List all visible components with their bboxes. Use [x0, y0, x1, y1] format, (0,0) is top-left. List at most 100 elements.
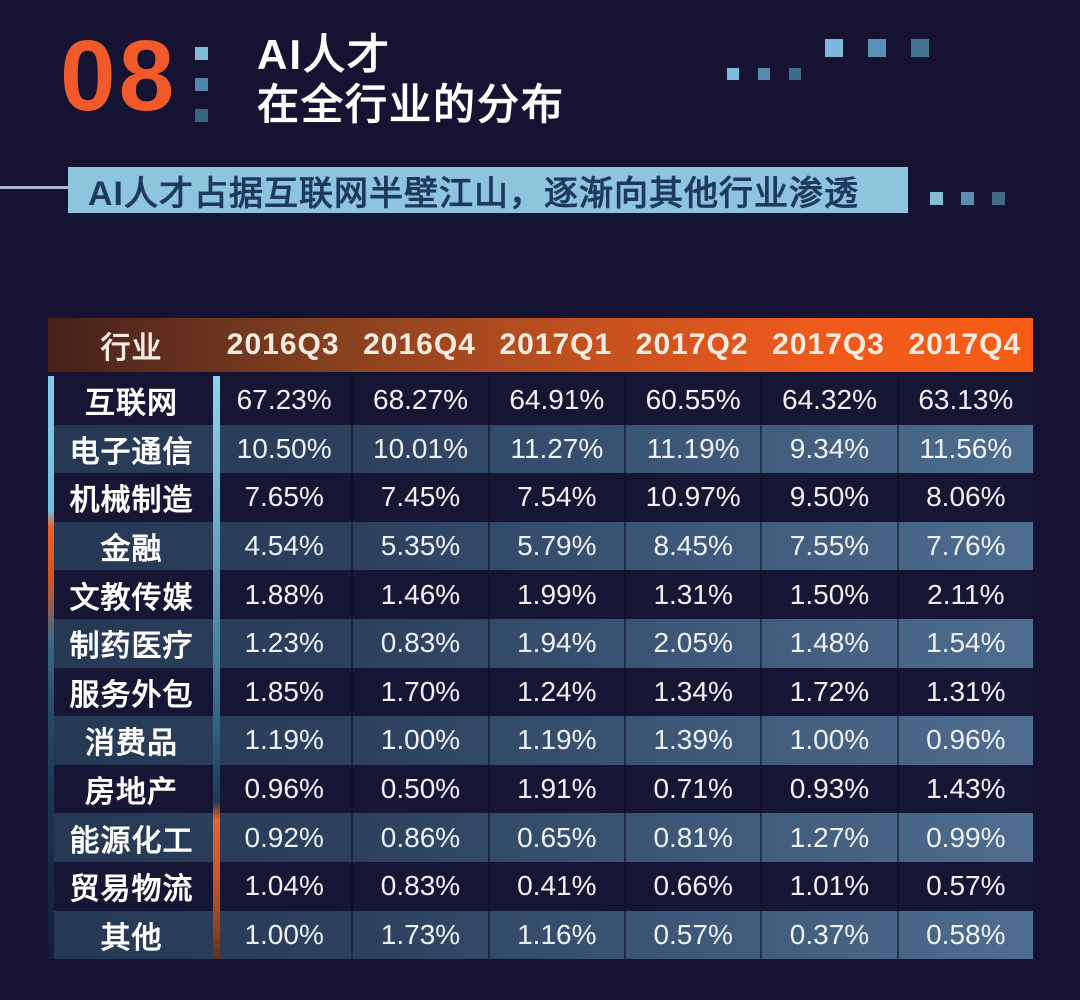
value-cell: 2.05%	[623, 618, 760, 668]
value-cell: 1.73%	[351, 910, 487, 960]
value-cell: 0.58%	[896, 910, 1033, 960]
value-cell: 1.48%	[760, 618, 896, 668]
industry-label: 电子通信	[69, 435, 194, 469]
deco-square	[758, 68, 770, 80]
value-cell: 0.50%	[351, 764, 487, 814]
value-cell: 1.34%	[623, 667, 760, 717]
subtitle-banner: AI人才占据互联网半壁江山，逐渐向其他行业渗透	[68, 167, 908, 213]
value-cell: 0.81%	[623, 813, 760, 862]
deco-square	[727, 68, 739, 80]
industry-label: 服务外包	[69, 678, 194, 712]
value-cell: 0.93%	[760, 764, 896, 814]
table-row: 消费品 1.19% 1.00% 1.19% 1.39% 1.00% 0.96%	[48, 716, 1033, 765]
value-cell: 0.92%	[215, 813, 351, 862]
value-cell: 1.16%	[487, 910, 624, 960]
deco-square	[868, 39, 886, 57]
value-cell: 9.50%	[760, 473, 896, 522]
value-cell: 1.00%	[351, 716, 487, 765]
value-cell: 1.04%	[215, 861, 351, 911]
value-cell: 1.19%	[487, 716, 624, 765]
value-cell: 11.56%	[896, 424, 1033, 474]
value-cell: 1.31%	[623, 570, 760, 619]
value-cell: 60.55%	[623, 376, 760, 425]
value-cell: 0.57%	[623, 910, 760, 960]
value-cell: 1.72%	[760, 667, 896, 717]
deco-square	[789, 68, 801, 80]
deco-square	[911, 39, 929, 57]
value-cell: 7.45%	[351, 473, 487, 522]
value-cell: 11.27%	[487, 424, 624, 474]
table-row: 能源化工 0.92% 0.86% 0.65% 0.81% 1.27% 0.99%	[48, 813, 1033, 862]
column-header-2017q2: 2017Q2	[635, 328, 749, 361]
value-cell: 7.55%	[760, 521, 896, 571]
industry-label: 贸易物流	[69, 873, 194, 907]
value-cell: 10.97%	[623, 473, 760, 522]
value-cell: 8.06%	[896, 473, 1033, 522]
colon-squares-decoration	[195, 47, 208, 122]
industry-label: 消费品	[85, 727, 178, 761]
industry-label: 互联网	[85, 387, 178, 421]
value-cell: 0.86%	[351, 813, 487, 862]
value-cell: 1.31%	[896, 667, 1033, 717]
section-number: 08	[60, 20, 178, 132]
value-cell: 1.43%	[896, 764, 1033, 814]
value-cell: 5.79%	[487, 521, 624, 571]
deco-squares-banner-right	[930, 192, 1005, 205]
table-row: 制药医疗 1.23% 0.83% 1.94% 2.05% 1.48% 1.54%	[48, 618, 1033, 668]
column-header-2017q3: 2017Q3	[772, 328, 885, 361]
value-cell: 10.01%	[351, 424, 487, 474]
deco-square	[195, 47, 208, 60]
value-cell: 1.24%	[487, 667, 624, 717]
table-row: 机械制造 7.65% 7.45% 7.54% 10.97% 9.50% 8.06…	[48, 473, 1033, 522]
value-cell: 1.46%	[351, 570, 487, 619]
table-row: 贸易物流 1.04% 0.83% 0.41% 0.66% 1.01% 0.57%	[48, 861, 1033, 911]
table-row: 文教传媒 1.88% 1.46% 1.99% 1.31% 1.50% 2.11%	[48, 570, 1033, 619]
column-header-2017q4: 2017Q4	[908, 328, 1022, 361]
value-cell: 8.45%	[623, 521, 760, 571]
deco-square	[195, 78, 208, 91]
page-title-line2: 在全行业的分布	[257, 81, 566, 128]
value-cell: 0.99%	[896, 813, 1033, 862]
table-row: 互联网 67.23% 68.27% 64.91% 60.55% 64.32% 6…	[48, 376, 1033, 425]
column-header-2016q3: 2016Q3	[226, 328, 340, 361]
value-cell: 0.66%	[623, 861, 760, 911]
deco-square	[825, 39, 843, 57]
deco-square	[930, 192, 943, 205]
value-cell: 1.88%	[215, 570, 351, 619]
value-cell: 0.57%	[896, 861, 1033, 911]
value-cell: 67.23%	[215, 376, 351, 425]
page-title-line1: AI人才	[257, 31, 392, 78]
value-cell: 0.96%	[896, 716, 1033, 765]
value-cell: 1.54%	[896, 618, 1033, 668]
value-cell: 1.94%	[487, 618, 624, 668]
value-cell: 1.85%	[215, 667, 351, 717]
banner-leader-line	[0, 186, 68, 189]
left-accent-strip	[48, 376, 54, 959]
value-cell: 1.00%	[760, 716, 896, 765]
deco-square	[961, 192, 974, 205]
value-cell: 1.19%	[215, 716, 351, 765]
value-cell: 0.83%	[351, 861, 487, 911]
value-cell: 10.50%	[215, 424, 351, 474]
page-title: AI人才 在全行业的分布	[257, 30, 565, 130]
value-cell: 1.70%	[351, 667, 487, 717]
value-cell: 1.91%	[487, 764, 624, 814]
value-cell: 1.39%	[623, 716, 760, 765]
value-cell: 4.54%	[215, 521, 351, 571]
industry-label: 制药医疗	[69, 630, 194, 664]
subtitle-text: AI人才占据互联网半壁江山，逐渐向其他行业渗透	[88, 174, 859, 213]
value-cell: 9.34%	[760, 424, 896, 474]
table-row: 房地产 0.96% 0.50% 1.91% 0.71% 0.93% 1.43%	[48, 764, 1033, 814]
value-cell: 64.32%	[760, 376, 896, 425]
value-cell: 63.13%	[896, 376, 1033, 425]
value-cell: 7.54%	[487, 473, 624, 522]
value-cell: 1.00%	[215, 910, 351, 960]
value-cell: 68.27%	[351, 376, 487, 425]
industry-label: 文教传媒	[69, 581, 194, 615]
value-cell: 0.96%	[215, 764, 351, 814]
column-header-2016q4: 2016Q4	[363, 328, 476, 361]
value-cell: 7.76%	[896, 521, 1033, 571]
value-cell: 5.35%	[351, 521, 487, 571]
industry-label: 房地产	[85, 776, 178, 810]
